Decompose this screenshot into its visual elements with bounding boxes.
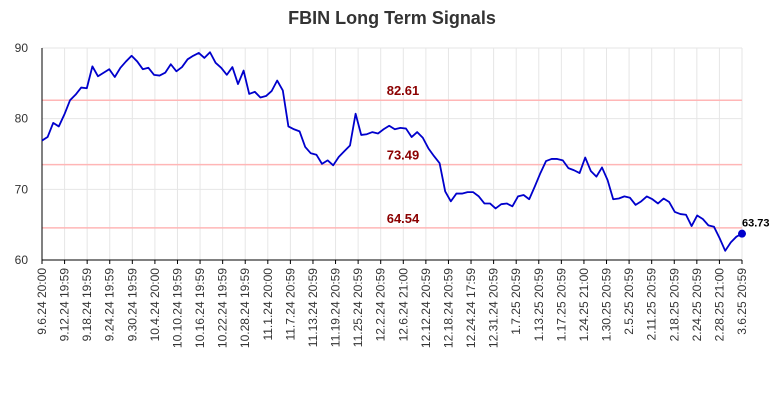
x-tick-label: 1.17.25 20:59 bbox=[554, 268, 568, 342]
last-value-label: 63.73 bbox=[742, 218, 770, 230]
x-tick-label: 9.6.24 20:00 bbox=[35, 268, 49, 335]
x-tick-label: 9.12.24 19:59 bbox=[58, 268, 72, 342]
x-tick-label: 2.24.25 20:59 bbox=[690, 268, 704, 342]
signal-level-label: 73.49 bbox=[387, 148, 420, 163]
x-tick-label: 10.22.24 19:59 bbox=[216, 268, 230, 348]
x-tick-label: 12.6.24 21:00 bbox=[396, 268, 410, 342]
signal-levels bbox=[42, 99, 742, 229]
x-tick-label: 1.7.25 20:59 bbox=[509, 268, 523, 335]
series-layer bbox=[41, 51, 746, 252]
x-tick-label: 12.24.24 17:59 bbox=[464, 268, 478, 348]
y-tick-label: 70 bbox=[15, 182, 29, 196]
x-tick-label: 10.4.24 20:00 bbox=[148, 268, 162, 342]
x-tick-label: 2.5.25 20:59 bbox=[622, 268, 636, 335]
y-tick-label: 90 bbox=[15, 41, 29, 55]
last-point-marker bbox=[738, 229, 746, 238]
x-tick-label: 1.24.25 21:00 bbox=[577, 268, 591, 342]
x-tick-label: 10.28.24 19:59 bbox=[238, 268, 252, 348]
x-tick-label: 3.6.25 20:59 bbox=[735, 268, 749, 335]
y-tick-label: 80 bbox=[15, 112, 29, 126]
signal-level-label: 82.61 bbox=[387, 83, 420, 98]
x-tick-label: 11.19.24 20:59 bbox=[329, 268, 343, 348]
x-tick-label: 12.12.24 20:59 bbox=[419, 268, 433, 348]
x-tick-label: 11.1.24 20:00 bbox=[261, 268, 275, 341]
x-tick-label: 11.7.24 20:59 bbox=[283, 268, 297, 341]
x-tick-label: 2.18.25 20:59 bbox=[667, 268, 681, 342]
x-tick-label: 10.16.24 19:59 bbox=[193, 268, 207, 348]
signal-level-label: 64.54 bbox=[387, 211, 420, 226]
x-tick-label: 9.30.24 19:59 bbox=[125, 268, 139, 342]
x-tick-label: 12.31.24 20:59 bbox=[487, 268, 501, 348]
x-tick-label: 2.28.25 21:00 bbox=[712, 268, 726, 342]
x-tick-label: 11.25.24 20:59 bbox=[351, 268, 365, 348]
x-tick-label: 10.10.24 19:59 bbox=[170, 268, 184, 348]
x-tick-label: 11.13.24 20:59 bbox=[306, 268, 320, 348]
chart-title: FBIN Long Term Signals bbox=[288, 8, 496, 28]
x-tick-label: 9.18.24 19:59 bbox=[80, 268, 94, 342]
x-tick-label: 12.18.24 20:59 bbox=[441, 268, 455, 348]
price-line bbox=[41, 51, 743, 252]
x-tick-label: 9.24.24 19:59 bbox=[103, 268, 117, 342]
x-tick-label: 1.13.25 20:59 bbox=[532, 268, 546, 342]
labels-layer: 82.61 73.49 64.54 63.73 bbox=[387, 83, 770, 229]
x-tick-label: 12.2.24 20:59 bbox=[374, 268, 388, 342]
x-tick-label: 1.30.25 20:59 bbox=[600, 268, 614, 342]
x-tick-label: 2.11.25 20:59 bbox=[645, 268, 659, 341]
y-tick-label: 60 bbox=[15, 253, 29, 267]
axes: 60 70 80 90 9.6.24 20:00 9.12.24 19:59 9.18.24… bbox=[15, 41, 749, 348]
